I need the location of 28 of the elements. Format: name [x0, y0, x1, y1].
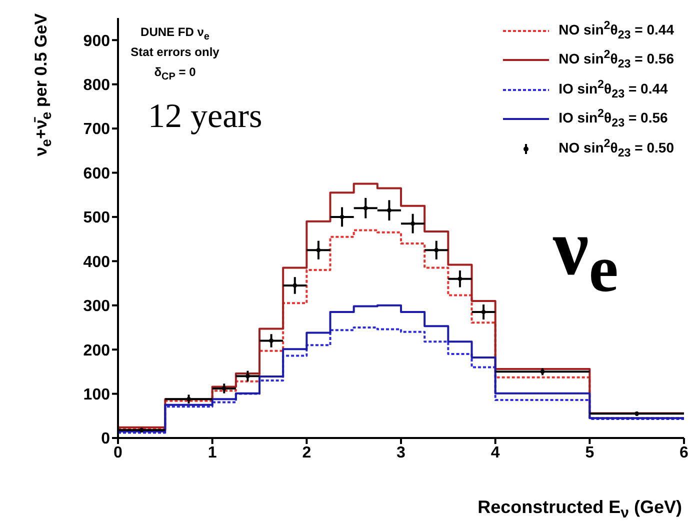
- y-tick-label: 900: [83, 32, 110, 50]
- legend-label: NO sin$^{2}$θ$_{23}$ = 0.50: [558, 136, 674, 162]
- annotation: 12 years: [148, 98, 262, 135]
- y-tick-label: 100: [83, 386, 110, 404]
- legend-label: IO sin$^{2}$θ$_{23}$ = 0.44: [558, 76, 668, 102]
- annotation: δ$_{CP}$ = 0: [153, 65, 197, 82]
- y-tick-label: 200: [83, 342, 110, 360]
- x-tick-label: 0: [114, 444, 123, 462]
- x-axis-title: Reconstructed E$_{ν}$ (GeV): [478, 497, 682, 522]
- x-tick-label: 2: [302, 444, 312, 462]
- legend-label: NO sin$^{2}$θ$_{23}$ = 0.44: [558, 18, 674, 44]
- y-tick-label: 700: [83, 121, 110, 138]
- x-tick-label: 1: [208, 444, 217, 462]
- y-tick-label: 0: [101, 430, 110, 448]
- x-tick-label: 5: [585, 444, 594, 462]
- y-tick-label: 600: [83, 165, 110, 182]
- x-tick-label: 4: [490, 444, 500, 462]
- annotation: Stat errors only: [130, 45, 220, 59]
- y-tick-label: 400: [83, 254, 110, 271]
- y-tick-label: 300: [83, 298, 110, 316]
- legend-label: IO sin$^{2}$θ$_{23}$ = 0.56: [558, 106, 668, 132]
- annotation: DUNE FD ν$_{e}$: [140, 25, 210, 42]
- y-tick-label: 800: [83, 76, 110, 94]
- annotation: ν$_{e}$: [553, 204, 618, 306]
- legend-label: NO sin$^{2}$θ$_{23}$ = 0.56: [558, 47, 674, 73]
- x-tick-label: 6: [680, 444, 689, 462]
- y-tick-label: 500: [83, 210, 110, 227]
- x-tick-label: 3: [396, 444, 406, 462]
